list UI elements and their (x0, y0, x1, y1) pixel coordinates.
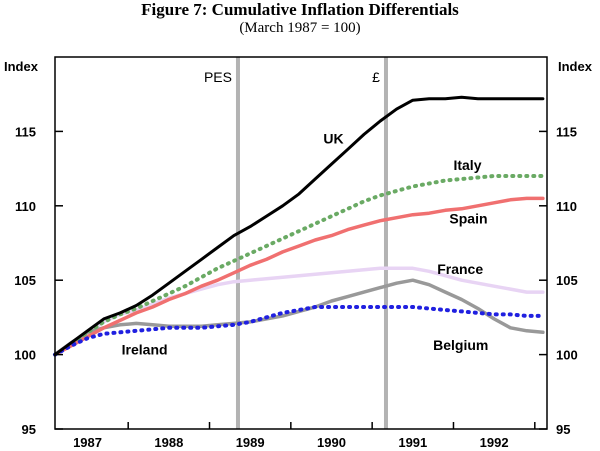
series-label-belgium: Belgium (433, 337, 488, 353)
y-tick-label-right: 105 (556, 273, 578, 288)
series-label-ireland: Ireland (122, 342, 168, 358)
series-line-uk (53, 95, 545, 357)
chart-subtitle: (March 1987 = 100) (239, 20, 361, 36)
series-label-italy: Italy (453, 157, 481, 173)
y-tick-label-left: 95 (22, 422, 36, 437)
series-line-belgium (53, 278, 545, 357)
y-tick-label-right: 110 (556, 199, 577, 214)
x-tick-label: 1989 (236, 435, 265, 450)
x-tick-label: 1991 (398, 435, 427, 450)
x-tick-label: 1992 (480, 435, 509, 450)
series-line-ireland (53, 305, 545, 357)
series-label-spain: Spain (449, 211, 487, 227)
y-tick-label-right: 115 (556, 124, 577, 139)
x-tick-label: 1987 (73, 435, 102, 450)
annotation-label: £ (372, 69, 380, 85)
x-tick-label: 1990 (317, 435, 346, 450)
y-axis-left-label: Index (4, 59, 39, 74)
series-label-uk: UK (323, 130, 343, 146)
series-line-spain (53, 196, 545, 357)
y-tick-label-left: 100 (14, 348, 36, 363)
series-line-france (53, 266, 545, 357)
y-tick-label-left: 105 (14, 273, 36, 288)
plot-frame (54, 56, 548, 430)
y-tick-label-left: 110 (15, 199, 36, 214)
series-label-france: France (437, 261, 483, 277)
series-line-italy (53, 174, 545, 357)
chart-title: Figure 7: Cumulative Inflation Different… (141, 0, 459, 19)
y-tick-label-right: 95 (556, 422, 570, 437)
y-tick-label-right: 100 (556, 348, 578, 363)
x-tick-label: 1988 (154, 435, 183, 450)
y-axis-right-label: Index (558, 59, 593, 74)
y-tick-label-left: 115 (15, 124, 36, 139)
annotation-label: PES (204, 69, 232, 85)
